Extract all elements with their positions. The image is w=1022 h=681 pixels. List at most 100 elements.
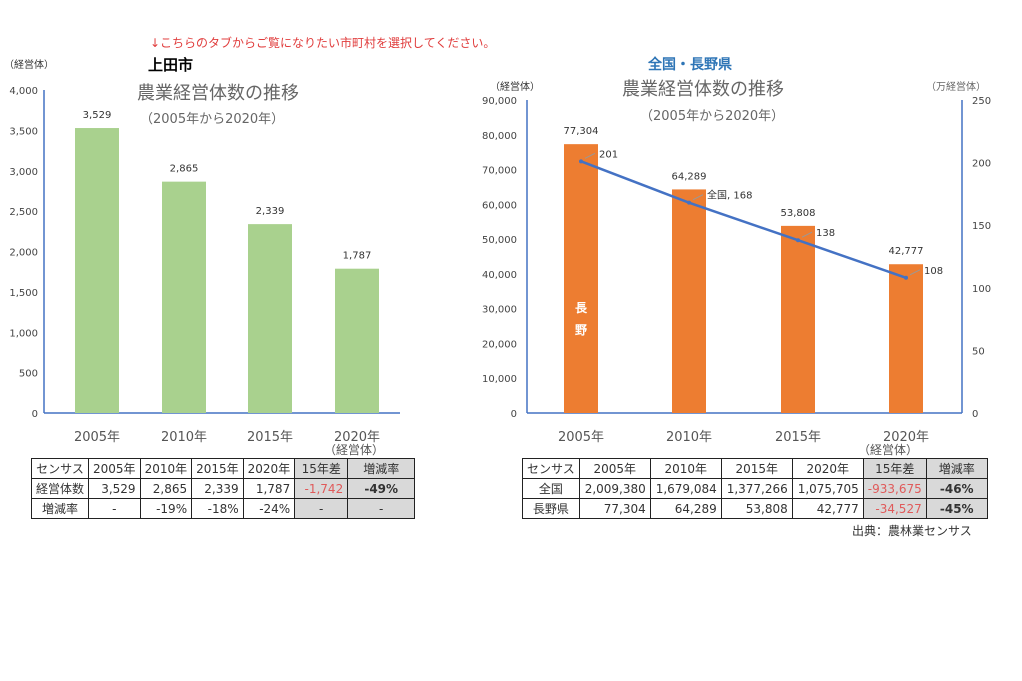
line-series-national: [580, 160, 907, 279]
cell: -49%: [347, 478, 416, 499]
left-bar: [75, 128, 119, 413]
right-bar: [672, 189, 706, 413]
cell: 42,777: [791, 498, 864, 519]
left-data-label: 2,865: [170, 164, 199, 175]
right-bar-data-label: 42,777: [889, 246, 924, 257]
bar-series-label-2: 野: [575, 323, 587, 337]
right-y2-tick-label: 150: [972, 221, 991, 232]
row-label: 全国: [522, 478, 580, 499]
cell: 2,865: [139, 478, 193, 499]
left-x-tick-label: 2015年: [247, 430, 293, 445]
right-y2-tick-label: 0: [972, 409, 978, 420]
left-y-tick-label: 2,500: [9, 207, 38, 218]
right-y2-tick-label: 50: [972, 346, 985, 357]
header-cell: 15年差: [862, 458, 927, 479]
right-y-tick-label: 80,000: [482, 131, 517, 142]
cell: 1,679,084: [649, 478, 722, 499]
cell: 3,529: [88, 478, 141, 499]
left-x-tick-label: 2005年: [74, 430, 120, 445]
right-chart-title: 農業経営体数の推移: [622, 79, 784, 100]
left-y-tick-label: 2,000: [9, 248, 38, 259]
cell: 53,808: [720, 498, 793, 519]
left-bar: [335, 268, 379, 413]
right-y-tick-label: 50,000: [482, 235, 517, 246]
header-cell: 2015年: [720, 458, 793, 479]
header-cell: 2015年: [191, 458, 244, 479]
right-y2-tick-label: 250: [972, 96, 991, 107]
instruction-text: ↓こちらのタブからご覧になりたい市町村を選択してください。: [150, 36, 496, 50]
right-y-tick-label: 20,000: [482, 339, 517, 350]
header-cell: 増減率: [347, 458, 416, 479]
cell: 1,075,705: [791, 478, 864, 499]
left-chart-title: 農業経営体数の推移: [137, 83, 299, 104]
bar-series-label-1: 長: [575, 300, 588, 315]
header-cell: 2010年: [139, 458, 193, 479]
cell: 2,009,380: [578, 478, 651, 499]
right-y-tick-label: 70,000: [482, 166, 517, 177]
left-y-tick-label: 3,000: [9, 167, 38, 178]
cell: -: [347, 498, 416, 519]
right-x-tick-label: 2015年: [775, 430, 821, 445]
right-data-table: センサス 2005年 2010年 2015年 2020年 15年差 増減率 全国 2,009,…: [522, 458, 988, 519]
left-bar: [248, 224, 292, 413]
line-data-label: 138: [816, 228, 835, 239]
right-y-tick-label: 90,000: [482, 96, 517, 107]
cell: -34,527: [862, 498, 927, 519]
row-label: 経営体数: [30, 478, 90, 499]
left-y-tick-label: 1,000: [9, 328, 38, 339]
header-cell: センサス: [522, 458, 580, 479]
line-point: [796, 238, 800, 243]
right-x-unit: （経営体）: [858, 443, 919, 457]
left-y-tick-label: 0: [32, 409, 38, 420]
cell: -18%: [191, 498, 244, 519]
cell: 2,339: [191, 478, 244, 499]
left-chart-heading: 上田市: [148, 56, 194, 74]
cell: -: [294, 498, 349, 519]
cell: -1,742: [294, 478, 349, 499]
right-bar-data-label: 53,808: [781, 208, 816, 219]
cell: -46%: [925, 478, 988, 499]
right-y-tick-label: 10,000: [482, 374, 517, 385]
right-bar-data-label: 64,289: [672, 171, 707, 182]
header-cell: 2005年: [88, 458, 141, 479]
left-x-tick-label: 2010年: [161, 430, 207, 445]
header-cell: 2010年: [649, 458, 722, 479]
right-x-tick-label: 2010年: [666, 430, 712, 445]
source-note: 出典：農林業センサス: [852, 524, 972, 538]
header-cell: 15年差: [294, 458, 349, 479]
right-y-tick-label: 30,000: [482, 305, 517, 316]
line-point: [904, 275, 908, 280]
cell: 77,304: [578, 498, 651, 519]
right-y-tick-label: 60,000: [482, 200, 517, 211]
row-label: 増減率: [30, 498, 90, 519]
right-chart-heading: 全国・長野県: [648, 57, 732, 73]
left-data-label: 1,787: [343, 251, 372, 262]
line-point: [687, 200, 691, 205]
left-y-tick-label: 500: [19, 369, 38, 380]
left-chart-subtitle: （2005年から2020年）: [140, 112, 285, 127]
cell: -933,675: [862, 478, 927, 499]
left-data-table: センサス 2005年 2010年 2015年 2020年 15年差 増減率 経営体数 3,52…: [30, 458, 416, 519]
right-x-tick-label: 2020年: [883, 430, 929, 445]
row-label: 長野県: [522, 498, 580, 519]
cell: -45%: [925, 498, 988, 519]
header-cell: 2020年: [791, 458, 864, 479]
left-y-label: （経営体）: [4, 60, 54, 71]
header-cell: センサス: [30, 458, 90, 479]
right-y2-tick-label: 200: [972, 159, 991, 170]
left-y-tick-label: 4,000: [9, 86, 38, 97]
left-x-tick-label: 2020年: [334, 430, 380, 445]
cell: -19%: [139, 498, 193, 519]
right-bar: [564, 144, 598, 413]
left-data-label: 3,529: [83, 110, 112, 121]
cell: -: [88, 498, 141, 519]
data-label-leader: [692, 194, 704, 201]
right-chart-subtitle: （2005年から2020年）: [640, 109, 785, 124]
line-data-label: 108: [924, 266, 943, 277]
cell: 1,787: [242, 478, 296, 499]
left-y-tick-label: 3,500: [9, 126, 38, 137]
right-y2-tick-label: 100: [972, 284, 991, 295]
right-y-tick-label: 0: [511, 409, 517, 420]
data-label-leader: [909, 269, 921, 276]
